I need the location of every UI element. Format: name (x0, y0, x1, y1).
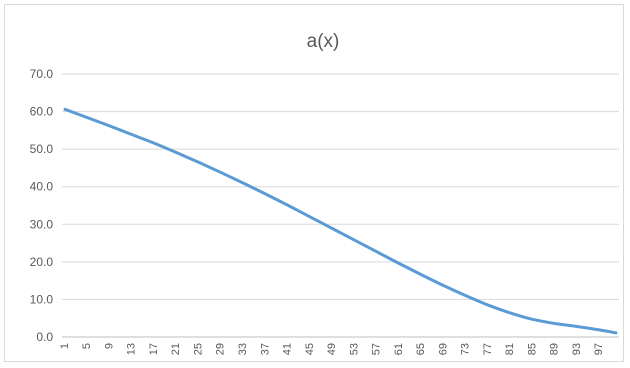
x-tick-label: 81 (504, 343, 516, 355)
series (63, 107, 618, 335)
x-tick-label: 77 (482, 343, 494, 355)
y-tick-label: 60.0 (30, 105, 54, 119)
x-tick-label: 5 (81, 343, 93, 349)
x-tick-label: 49 (326, 343, 338, 355)
x-tick-label: 73 (460, 343, 472, 355)
x-tick-label: 93 (571, 343, 583, 355)
x-tick-label: 21 (170, 343, 182, 355)
y-tick-label: 50.0 (30, 142, 54, 156)
x-tick-label: 61 (393, 343, 405, 355)
x-tick-label: 97 (593, 343, 605, 355)
x-tick-label: 57 (371, 343, 383, 355)
chart-container: a(x) 0.0 10.0 20.0 30.0 40.0 50.0 60.0 70.0 1 5 9… (4, 4, 624, 362)
y-tick-label: 70.0 (30, 67, 54, 81)
gridlines (62, 73, 619, 300)
y-tick-label: 20.0 (30, 255, 54, 269)
y-tick-label: 40.0 (30, 180, 54, 194)
x-tick-label: 53 (348, 343, 360, 355)
y-tick-label: 10.0 (30, 292, 54, 306)
chart-title: a(x) (307, 31, 340, 52)
x-tick-label: 17 (148, 343, 160, 355)
x-tick-label: 65 (415, 343, 427, 355)
line-chart: a(x) 0.0 10.0 20.0 30.0 40.0 50.0 60.0 70.0 1 5 9… (30, 31, 619, 355)
x-tick-label: 25 (192, 343, 204, 355)
x-tick-label: 29 (215, 343, 227, 355)
x-tick-label: 69 (437, 343, 449, 355)
y-tick-label: 0.0 (36, 330, 53, 344)
x-tick-label: 1 (59, 343, 71, 349)
x-tick-label: 37 (259, 343, 271, 355)
x-tick-label: 9 (103, 343, 115, 349)
x-tick-label: 85 (526, 343, 538, 355)
x-tick-label: 89 (549, 343, 561, 355)
y-axis-tick-labels: 0.0 10.0 20.0 30.0 40.0 50.0 60.0 70.0 (30, 67, 54, 344)
x-tick-label: 33 (237, 343, 249, 355)
x-tick-label: 45 (304, 343, 316, 355)
x-tick-label: 13 (126, 343, 138, 355)
x-axis-tick-labels: 1 5 9 13 17 21 25 29 33 37 41 45 49 53 57 61 65 69 73 77 81 8… (59, 343, 605, 355)
series-line (63, 107, 618, 335)
x-tick-label: 41 (282, 343, 294, 355)
y-tick-label: 30.0 (30, 217, 54, 231)
